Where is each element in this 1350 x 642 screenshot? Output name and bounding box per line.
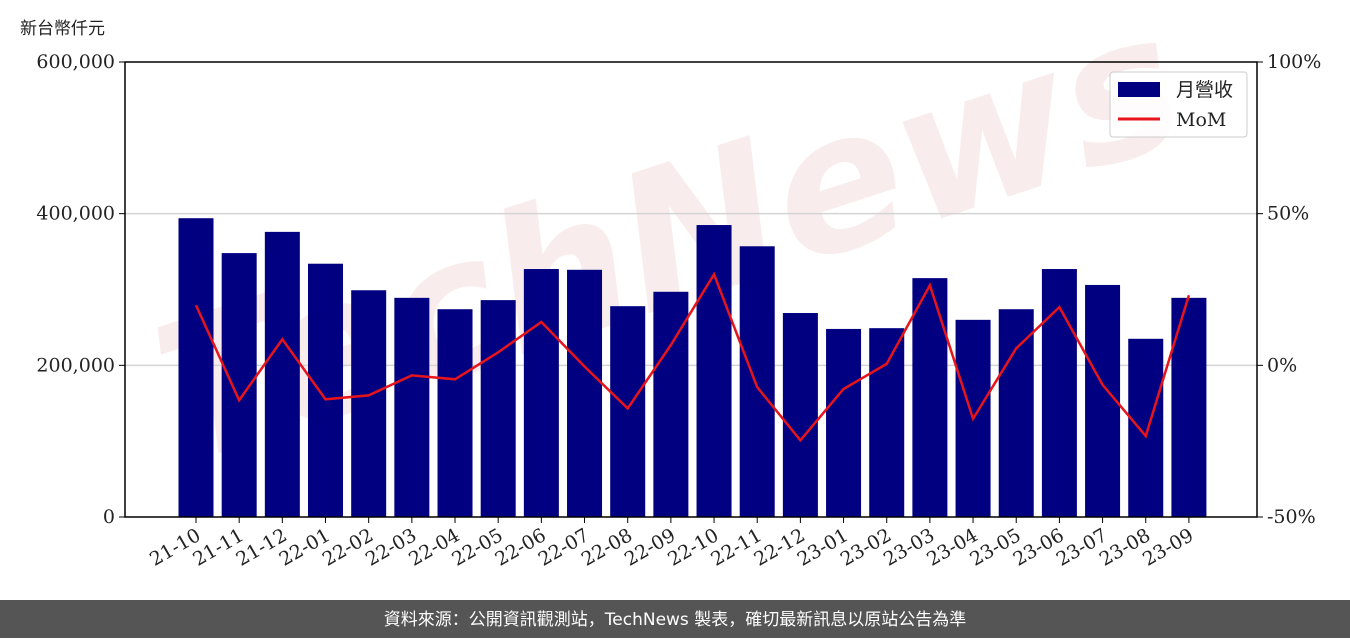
bar <box>264 231 300 517</box>
mom-line <box>194 271 1191 443</box>
legend-label: MoM <box>1176 109 1226 131</box>
bar <box>912 278 948 517</box>
bar <box>1085 284 1121 517</box>
plot-frame <box>124 61 1258 518</box>
y-axis-label: 新台幣仟元 <box>20 19 105 39</box>
bar <box>523 269 559 517</box>
bar <box>1041 269 1077 517</box>
legend-label: 月營收 <box>1176 79 1233 101</box>
y-tick-label: 200,000 <box>36 354 115 376</box>
bar <box>437 309 473 517</box>
x-tick-label: 23-09 <box>1139 524 1197 570</box>
bar <box>869 328 905 517</box>
bar <box>480 300 516 517</box>
bar <box>782 313 818 517</box>
bar <box>308 263 344 517</box>
y2-tick-label: 50% <box>1267 203 1309 225</box>
bar <box>739 246 775 517</box>
bar <box>567 269 603 517</box>
bar <box>1128 338 1164 517</box>
bar <box>696 225 732 517</box>
y2-tick-label: 100% <box>1267 51 1321 73</box>
y2-tick-label: 0% <box>1267 354 1297 376</box>
y-tick-label: 0 <box>103 506 115 528</box>
bar <box>610 306 646 517</box>
bar <box>394 297 430 517</box>
bar <box>178 218 214 517</box>
source-note: 資料來源：公開資訊觀測站，TechNews 製表，確切最新訊息以原站公告為準 <box>384 610 966 630</box>
bar <box>351 290 387 517</box>
legend-swatch <box>1118 82 1160 97</box>
y-tick-label: 600,000 <box>36 51 115 73</box>
y2-tick-label: -50% <box>1267 506 1316 528</box>
y-tick-label: 400,000 <box>36 203 115 225</box>
footer-bar <box>0 600 1350 638</box>
bar <box>653 291 689 517</box>
bar <box>1171 297 1207 517</box>
bar <box>826 328 862 517</box>
bar <box>998 309 1034 517</box>
